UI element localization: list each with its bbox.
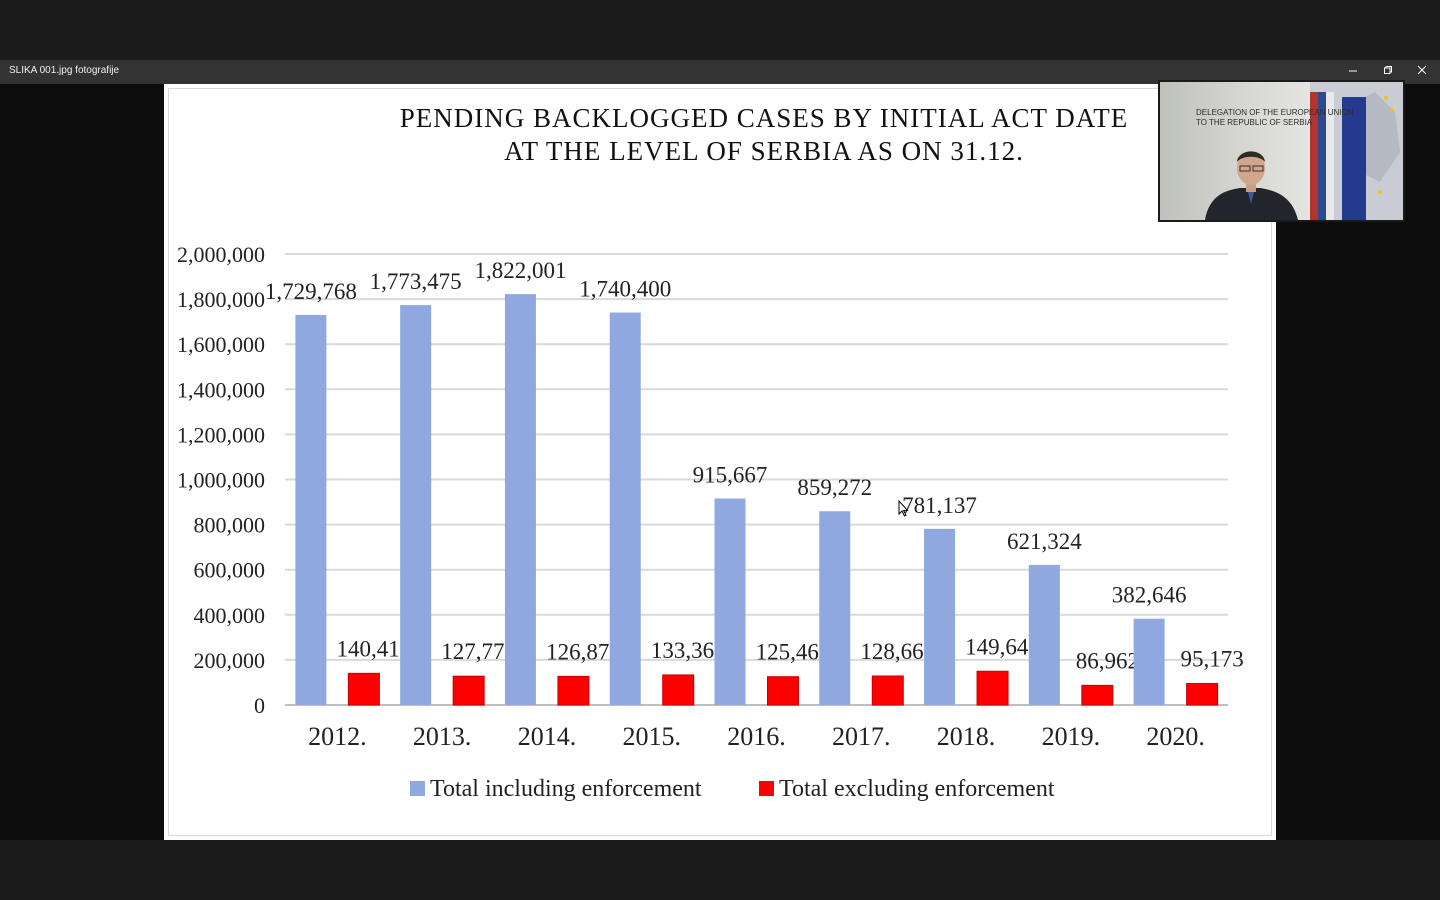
data-label-series1: 1,740,400 — [579, 277, 671, 302]
window-title: SLIKA 001.jpg fotografije — [9, 65, 120, 76]
data-label-series2: 128,661 — [860, 639, 935, 664]
y-tick-label: 400,000 — [194, 603, 266, 628]
participant-video-tile[interactable]: DELEGATION OF THE EUROPEAN UNION TO THE … — [1158, 80, 1405, 222]
x-tick-label: 2018. — [937, 722, 996, 751]
minimize-icon[interactable] — [1336, 60, 1370, 84]
legend-swatch-series1 — [410, 780, 425, 796]
y-tick-label: 600,000 — [194, 558, 266, 583]
video-caption-line2: TO THE REPUBLIC OF SERBIA — [1196, 118, 1313, 127]
bottom-black-bar — [0, 840, 1440, 900]
y-tick-label: 1,800,000 — [177, 287, 265, 312]
legend-label-series1: Total including enforcement — [430, 776, 702, 802]
chart-title: PENDING BACKLOGGED CASES BY INITIAL ACT … — [394, 102, 1134, 168]
bar-series2 — [767, 676, 799, 706]
chart-title-line2: AT THE LEVEL OF SERBIA AS ON 31.12. — [504, 136, 1024, 166]
legend-item-series1: Total including enforcement — [410, 776, 702, 803]
bar-series2 — [1081, 684, 1114, 706]
bar-series1 — [924, 528, 956, 705]
bar-series1 — [504, 294, 536, 705]
x-tick-label: 2012. — [308, 722, 367, 751]
data-label-series2: 133,365 — [651, 638, 726, 663]
top-black-bar — [0, 0, 1440, 60]
y-tick-label: 800,000 — [194, 513, 266, 538]
bar-series2 — [976, 670, 1009, 706]
window-titlebar: SLIKA 001.jpg fotografije — [0, 60, 1440, 84]
bar-series1 — [400, 305, 432, 705]
data-label-series1: 1,822,001 — [474, 258, 566, 283]
legend-label-series2: Total excluding enforcement — [779, 776, 1055, 802]
x-tick-label: 2013. — [413, 722, 472, 751]
bar-series2 — [452, 675, 485, 706]
bar-series2 — [557, 675, 590, 706]
data-label-series2: 95,173 — [1180, 647, 1243, 672]
bar-series2 — [347, 672, 380, 706]
data-label-series2: 125,463 — [756, 640, 831, 665]
bar-series1 — [714, 498, 746, 705]
slide-frame — [168, 88, 1272, 836]
x-tick-label: 2020. — [1146, 722, 1205, 751]
data-label-series2: 86,962 — [1076, 648, 1139, 673]
slide-image: PENDING BACKLOGGED CASES BY INITIAL ACT … — [164, 84, 1276, 840]
data-label-series1: 781,137 — [902, 493, 977, 518]
bar-series1 — [819, 511, 851, 705]
data-label-series1: 382,646 — [1112, 583, 1187, 608]
x-tick-label: 2015. — [622, 722, 681, 751]
video-background-graphic — [1205, 82, 1403, 220]
bar-series1 — [1028, 564, 1060, 705]
data-label-series2: 127,773 — [441, 639, 516, 664]
y-tick-label: 2,000,000 — [177, 242, 265, 267]
bar-series2 — [662, 674, 695, 706]
bar-series2 — [871, 675, 904, 706]
x-tick-label: 2017. — [832, 722, 891, 751]
x-tick-label: 2016. — [727, 722, 786, 751]
bar-series1 — [295, 314, 327, 705]
y-tick-label: 200,000 — [194, 648, 266, 673]
data-label-series1: 1,729,768 — [265, 279, 357, 304]
bar-series1 — [609, 312, 641, 705]
video-caption: DELEGATION OF THE EUROPEAN UNION TO THE … — [1196, 108, 1354, 128]
close-icon[interactable] — [1405, 60, 1439, 84]
video-caption-line1: DELEGATION OF THE EUROPEAN UNION — [1196, 108, 1354, 117]
data-label-series2: 126,878 — [546, 639, 621, 664]
y-tick-label: 1,000,000 — [177, 468, 265, 493]
restore-icon[interactable] — [1371, 60, 1405, 84]
data-label-series1: 859,272 — [797, 475, 872, 500]
data-label-series2: 140,418 — [337, 636, 412, 661]
y-tick-label: 1,200,000 — [177, 422, 265, 447]
y-tick-label: 1,600,000 — [177, 332, 265, 357]
data-label-series1: 1,773,475 — [370, 269, 462, 294]
x-tick-label: 2014. — [518, 722, 577, 751]
legend-item-series2: Total excluding enforcement — [759, 776, 1055, 803]
legend-swatch-series2 — [759, 780, 774, 796]
bar-series2 — [1186, 683, 1219, 706]
data-label-series1: 621,324 — [1007, 529, 1082, 554]
bar-series1 — [1133, 618, 1165, 705]
chart-title-line1: PENDING BACKLOGGED CASES BY INITIAL ACT … — [399, 103, 1129, 133]
data-label-series1: 915,667 — [693, 463, 768, 488]
bar-chart: 0 200,000 400,000 600,000 800,000 1,000,000 1,… — [177, 242, 1244, 751]
x-tick-label: 2019. — [1042, 722, 1101, 751]
y-tick-label: 0 — [254, 693, 265, 718]
y-tick-label: 1,400,000 — [177, 377, 265, 402]
data-label-series2: 149,649 — [965, 634, 1040, 659]
mouse-cursor-icon — [898, 499, 910, 523]
